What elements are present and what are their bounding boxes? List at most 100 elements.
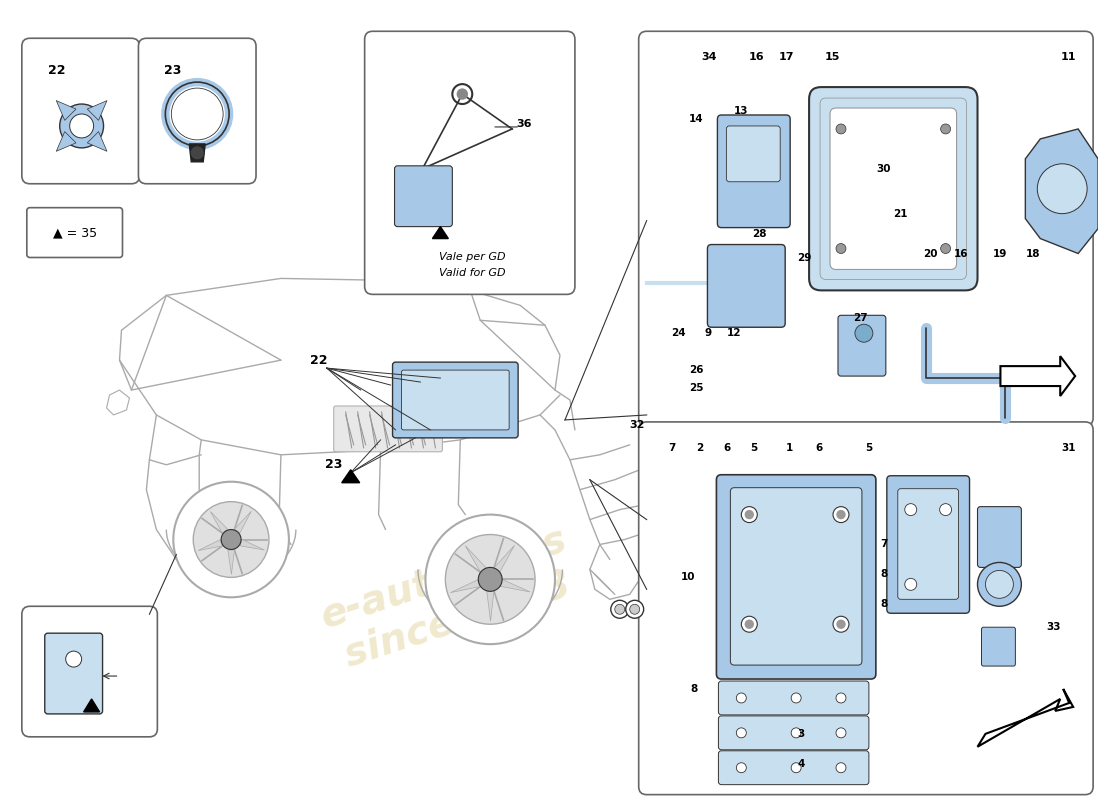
Text: 8: 8 xyxy=(880,599,888,610)
FancyBboxPatch shape xyxy=(333,406,442,452)
Polygon shape xyxy=(87,101,107,120)
Text: 16: 16 xyxy=(954,249,968,258)
Text: 1: 1 xyxy=(785,443,793,453)
Text: 5: 5 xyxy=(866,443,872,453)
Circle shape xyxy=(836,243,846,254)
Text: 18: 18 xyxy=(1026,249,1041,258)
Polygon shape xyxy=(240,539,264,550)
Text: 7: 7 xyxy=(668,443,675,453)
Polygon shape xyxy=(451,579,481,593)
Circle shape xyxy=(190,146,205,160)
Polygon shape xyxy=(465,546,486,572)
FancyBboxPatch shape xyxy=(716,474,876,679)
FancyBboxPatch shape xyxy=(707,245,785,327)
Circle shape xyxy=(426,514,556,644)
FancyBboxPatch shape xyxy=(22,606,157,737)
FancyBboxPatch shape xyxy=(26,208,122,258)
Circle shape xyxy=(746,620,754,628)
Polygon shape xyxy=(210,511,228,533)
FancyBboxPatch shape xyxy=(726,126,780,182)
Polygon shape xyxy=(486,590,494,622)
Text: 15: 15 xyxy=(824,52,839,62)
FancyBboxPatch shape xyxy=(887,476,969,614)
Text: 10: 10 xyxy=(681,572,696,582)
Circle shape xyxy=(615,604,625,614)
Text: 34: 34 xyxy=(702,52,717,62)
Circle shape xyxy=(791,728,801,738)
FancyBboxPatch shape xyxy=(730,488,862,665)
Circle shape xyxy=(905,578,916,590)
Text: 6: 6 xyxy=(724,443,732,453)
Text: 23: 23 xyxy=(164,64,182,77)
Circle shape xyxy=(940,124,950,134)
Text: 26: 26 xyxy=(690,365,704,375)
FancyBboxPatch shape xyxy=(830,108,957,270)
FancyBboxPatch shape xyxy=(718,681,869,715)
FancyBboxPatch shape xyxy=(139,38,256,184)
FancyBboxPatch shape xyxy=(45,633,102,714)
FancyBboxPatch shape xyxy=(898,489,958,599)
FancyBboxPatch shape xyxy=(810,87,978,290)
Circle shape xyxy=(1037,164,1087,214)
Polygon shape xyxy=(978,689,1074,746)
Text: Vale per GD: Vale per GD xyxy=(439,251,506,262)
Circle shape xyxy=(836,728,846,738)
Circle shape xyxy=(629,604,640,614)
Text: 33: 33 xyxy=(1046,622,1060,632)
Circle shape xyxy=(626,600,644,618)
Text: 13: 13 xyxy=(734,106,749,116)
FancyBboxPatch shape xyxy=(22,38,140,184)
Text: 5: 5 xyxy=(750,443,758,453)
Text: 22: 22 xyxy=(47,64,65,77)
Text: 28: 28 xyxy=(752,229,767,238)
Polygon shape xyxy=(1025,129,1098,254)
Circle shape xyxy=(837,620,845,628)
Polygon shape xyxy=(56,131,76,151)
Text: 12: 12 xyxy=(727,328,741,338)
Circle shape xyxy=(736,728,746,738)
Polygon shape xyxy=(56,101,76,120)
FancyBboxPatch shape xyxy=(718,716,869,750)
Text: 29: 29 xyxy=(796,254,812,263)
Text: 21: 21 xyxy=(893,209,907,218)
Text: 2: 2 xyxy=(696,443,703,453)
FancyBboxPatch shape xyxy=(402,370,509,430)
Text: 25: 25 xyxy=(690,383,704,393)
Text: 36: 36 xyxy=(516,119,531,129)
Circle shape xyxy=(69,114,94,138)
Text: 6: 6 xyxy=(815,443,823,453)
Circle shape xyxy=(939,504,952,515)
Text: 30: 30 xyxy=(877,164,891,174)
Polygon shape xyxy=(189,144,206,162)
Circle shape xyxy=(736,693,746,703)
Text: ▲ = 35: ▲ = 35 xyxy=(53,226,97,239)
Circle shape xyxy=(478,567,503,591)
Circle shape xyxy=(66,651,81,667)
Text: 32: 32 xyxy=(629,420,645,430)
Circle shape xyxy=(940,243,950,254)
Circle shape xyxy=(791,693,801,703)
FancyBboxPatch shape xyxy=(981,627,1015,666)
FancyBboxPatch shape xyxy=(718,750,869,785)
Circle shape xyxy=(194,502,270,578)
Circle shape xyxy=(837,510,845,518)
FancyBboxPatch shape xyxy=(639,422,1093,794)
Text: 4: 4 xyxy=(798,758,805,769)
FancyBboxPatch shape xyxy=(639,31,1093,426)
Text: Valid for GD: Valid for GD xyxy=(439,269,506,278)
Polygon shape xyxy=(234,511,252,533)
Circle shape xyxy=(174,482,289,598)
Circle shape xyxy=(833,616,849,632)
Circle shape xyxy=(836,124,846,134)
Text: 23: 23 xyxy=(326,458,342,471)
FancyBboxPatch shape xyxy=(838,315,886,376)
Circle shape xyxy=(446,534,535,624)
Text: 31: 31 xyxy=(1060,443,1076,453)
Circle shape xyxy=(746,510,754,518)
Text: 14: 14 xyxy=(690,114,704,124)
Text: 22: 22 xyxy=(310,354,328,366)
Polygon shape xyxy=(500,579,530,592)
Polygon shape xyxy=(342,470,360,482)
Polygon shape xyxy=(1000,356,1075,396)
Circle shape xyxy=(610,600,629,618)
